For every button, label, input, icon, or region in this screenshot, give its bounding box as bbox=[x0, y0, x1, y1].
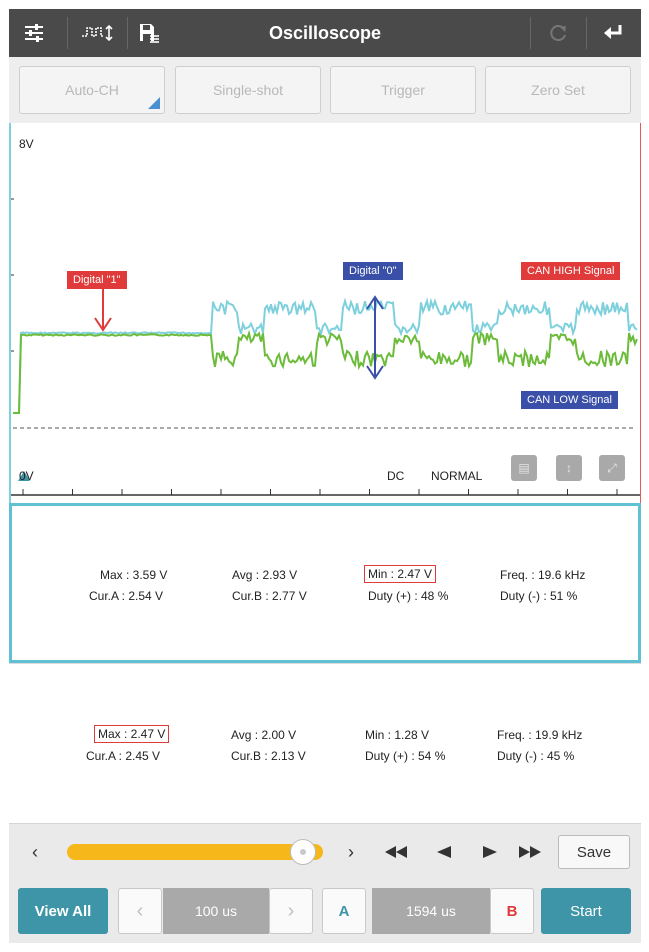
time-increase-icon[interactable]: › bbox=[269, 888, 313, 934]
mode-bar: Auto-CH Single-shot Trigger Zero Set bbox=[9, 57, 641, 123]
auto-ch-button[interactable]: Auto-CH bbox=[19, 66, 165, 114]
ch-b-cursor-b: Cur.B : 2.13 V bbox=[231, 749, 306, 763]
floppy-list-icon[interactable] bbox=[129, 9, 169, 57]
dropdown-corner-icon bbox=[148, 97, 160, 109]
rewind-icon[interactable] bbox=[381, 838, 411, 866]
oscilloscope-app: Oscilloscope Auto-CH Single-shot Trigger… bbox=[9, 9, 641, 943]
ch-a-freq: Freq. : 19.6 kHz bbox=[500, 568, 586, 582]
digital-1-tag: Digital "1" bbox=[67, 271, 127, 289]
ch-a-cursor-b: Cur.B : 2.77 V bbox=[232, 589, 307, 603]
coupling-label: DC bbox=[387, 469, 405, 483]
can-high-tag: CAN HIGH Signal bbox=[521, 262, 621, 280]
step-forward-icon[interactable] bbox=[475, 838, 505, 866]
ch-b-max: Max : 2.47 V bbox=[94, 725, 170, 743]
fullscreen-icon[interactable]: ⤢ bbox=[599, 455, 625, 481]
zero-set-label: Zero Set bbox=[531, 82, 585, 98]
digital-1-arrow bbox=[94, 287, 112, 332]
waveform-display[interactable]: 8V 0V Digital "1" Digital "0" CAN HIGH S… bbox=[9, 123, 641, 503]
pulse-arrows-icon[interactable] bbox=[69, 9, 127, 57]
ch-a-avg: Avg : 2.93 V bbox=[232, 568, 298, 582]
cursor-delta-value: 1594 us bbox=[372, 888, 490, 934]
ch-a-cursor-a: Cur.A : 2.54 V bbox=[89, 589, 164, 603]
waveform-canvas bbox=[11, 198, 640, 496]
ch-a-duty-neg: Duty (-) : 51 % bbox=[500, 589, 578, 603]
single-shot-button[interactable]: Single-shot bbox=[175, 66, 321, 114]
sliders-icon[interactable] bbox=[9, 9, 59, 57]
ch-b-cursor-a: Cur.A : 2.45 V bbox=[86, 749, 161, 763]
memory-icon[interactable]: ▤ bbox=[511, 455, 537, 481]
back-icon[interactable] bbox=[587, 9, 641, 57]
voltage-bottom-label: 0V bbox=[19, 469, 34, 483]
ch-b-duty-neg: Duty (-) : 45 % bbox=[497, 749, 575, 763]
zero-set-button[interactable]: Zero Set bbox=[485, 66, 631, 114]
ch-b-avg: Avg : 2.00 V bbox=[231, 728, 297, 742]
digital-0-tag: Digital "0" bbox=[343, 262, 403, 280]
toolbar-divider bbox=[530, 17, 531, 49]
slider-knob[interactable] bbox=[290, 839, 317, 865]
playback-slider[interactable] bbox=[67, 844, 323, 860]
ch-a-max: Max : 3.59 V bbox=[100, 568, 168, 582]
trigger-mode-label: NORMAL bbox=[431, 469, 483, 483]
ch-b-min: Min : 1.28 V bbox=[365, 728, 430, 742]
zero-marker-icon bbox=[18, 471, 30, 481]
vertical-scale-icon[interactable]: ↕ bbox=[556, 455, 582, 481]
cursor-b-button[interactable]: B bbox=[490, 888, 534, 934]
toolbar-divider bbox=[67, 17, 68, 49]
time-div-value: 100 us bbox=[163, 888, 269, 934]
step-back-icon[interactable] bbox=[429, 838, 459, 866]
chevron-right-icon[interactable]: › bbox=[348, 841, 354, 862]
time-decrease-icon[interactable]: ‹ bbox=[118, 888, 162, 934]
auto-ch-label: Auto-CH bbox=[65, 82, 119, 98]
cursor-a-button[interactable]: A bbox=[322, 888, 366, 934]
toolbar-divider bbox=[127, 17, 128, 49]
can-high-trace bbox=[13, 297, 638, 414]
ch-b-duty-pos: Duty (+) : 54 % bbox=[365, 749, 446, 763]
playback-bar: ‹ › Save bbox=[9, 823, 641, 879]
can-low-tag: CAN LOW Signal bbox=[521, 391, 618, 409]
top-toolbar: Oscilloscope bbox=[9, 9, 641, 57]
view-all-button[interactable]: View All bbox=[18, 888, 108, 934]
voltage-top-label: 8V bbox=[19, 137, 34, 151]
trigger-label: Trigger bbox=[381, 82, 425, 98]
fast-forward-icon[interactable] bbox=[515, 838, 545, 866]
app-title: Oscilloscope bbox=[268, 23, 382, 43]
ch-b-freq: Freq. : 19.9 kHz bbox=[497, 728, 583, 742]
bottom-controls: View All ‹ 100 us › A 1594 us B Start bbox=[9, 879, 641, 943]
save-button[interactable]: Save bbox=[558, 835, 630, 869]
refresh-icon[interactable] bbox=[531, 9, 585, 57]
single-shot-label: Single-shot bbox=[212, 82, 284, 98]
start-button[interactable]: Start bbox=[541, 888, 631, 934]
digital-0-double-arrow bbox=[366, 295, 384, 380]
toolbar-divider bbox=[586, 17, 587, 49]
channel-b-panel[interactable]: Max : 2.47 V Avg : 2.00 V Min : 1.28 V F… bbox=[9, 663, 641, 823]
trigger-button[interactable]: Trigger bbox=[330, 66, 476, 114]
ch-a-duty-pos: Duty (+) : 48 % bbox=[368, 589, 449, 603]
channel-a-panel[interactable]: Max : 3.59 V Avg : 2.93 V Min : 2.47 V F… bbox=[9, 503, 641, 663]
ch-a-min: Min : 2.47 V bbox=[364, 565, 437, 583]
can-low-trace bbox=[13, 329, 638, 414]
chevron-left-icon[interactable]: ‹ bbox=[32, 841, 38, 862]
